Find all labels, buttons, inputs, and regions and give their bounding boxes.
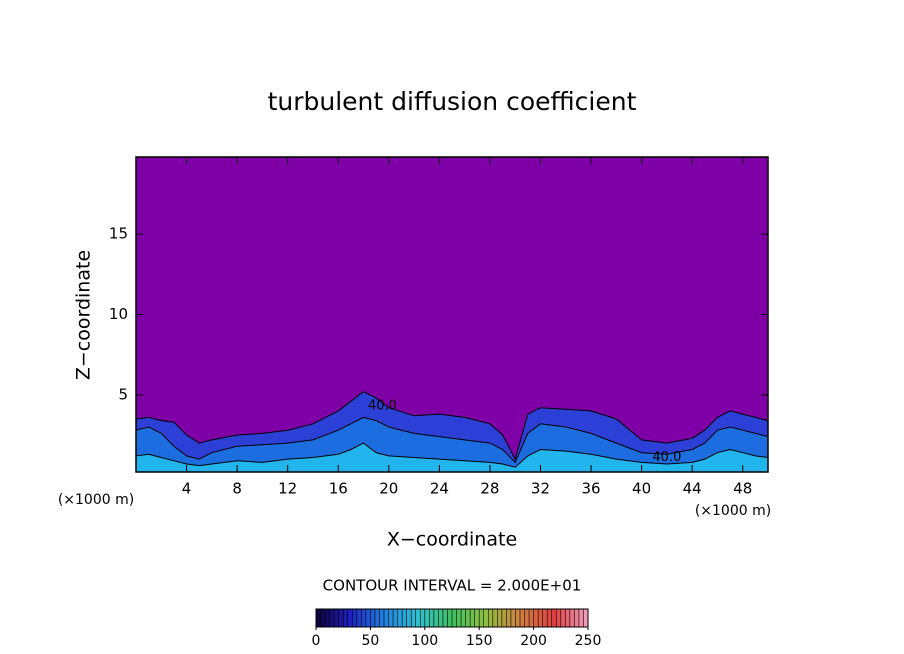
colorbar-swatch <box>365 609 371 627</box>
colorbar-swatch <box>497 609 503 627</box>
colorbar-swatch <box>420 609 426 627</box>
colorbar-swatch <box>415 609 421 627</box>
colorbar-swatch <box>578 609 584 627</box>
colorbar-swatch <box>393 609 398 627</box>
colorbar-swatch <box>325 609 330 627</box>
y-axis-label: Z−coordinate <box>73 250 95 380</box>
colorbar-swatch <box>379 609 385 627</box>
colorbar-swatch <box>560 609 566 627</box>
colorbar-swatch <box>452 609 457 627</box>
y-unit-label: (×1000 m) <box>58 492 134 508</box>
colorbar-swatch <box>479 609 485 627</box>
field-layer <box>135 442 769 473</box>
contour-label: 40.0 <box>652 450 681 465</box>
colorbar-swatch <box>492 609 498 627</box>
colorbar-swatch <box>347 609 353 627</box>
colorbar-swatch <box>542 609 548 627</box>
colorbar-swatch <box>520 609 525 627</box>
contour-label: 40.0 <box>368 399 397 414</box>
x-tick-label: 48 <box>733 480 752 498</box>
colorbar-swatch <box>433 609 439 627</box>
x-tick-label: 20 <box>379 480 398 498</box>
colorbar-tick-label: 250 <box>575 633 602 649</box>
colorbar-swatch <box>361 609 367 627</box>
colorbar-tick-label: 100 <box>411 633 438 649</box>
x-tick-label: 40 <box>632 480 651 498</box>
colorbar-swatch <box>334 609 339 627</box>
colorbar-swatch <box>583 609 589 627</box>
colorbar-tick-label: 50 <box>361 633 379 649</box>
colorbar-swatch <box>488 609 494 627</box>
colorbar-swatch <box>320 609 326 627</box>
colorbar-swatch <box>551 609 557 627</box>
colorbar-swatch <box>429 609 435 627</box>
colorbar-swatch <box>465 609 471 627</box>
colorbar-swatch <box>447 609 453 627</box>
colorbar-swatch <box>501 609 507 627</box>
x-unit-label: (×1000 m) <box>695 503 771 519</box>
colorbar-swatch <box>338 609 344 627</box>
colorbar-swatch <box>456 609 462 627</box>
colorbar-swatch <box>470 609 475 627</box>
colorbar-tick-label: 0 <box>312 633 321 649</box>
colorbar-swatch <box>438 609 444 627</box>
colorbar-swatch <box>424 609 430 627</box>
x-tick-label: 44 <box>683 480 702 498</box>
colorbar-swatch <box>547 609 553 627</box>
colorbar-swatch <box>538 609 543 627</box>
colorbar-swatch <box>515 609 521 627</box>
colorbar-swatch <box>352 609 358 627</box>
colorbar-swatch <box>574 609 580 627</box>
x-tick-label: 24 <box>430 480 449 498</box>
colorbar-swatch <box>411 609 417 627</box>
colorbar-swatch <box>569 609 575 627</box>
colorbar-swatch <box>529 609 534 627</box>
x-tick-label: 16 <box>329 480 348 498</box>
colorbar-swatch <box>397 609 403 627</box>
colorbar-tick-label: 200 <box>520 633 547 649</box>
colorbar-swatch <box>356 609 362 627</box>
chart-title: turbulent diffusion coefficient <box>268 87 637 116</box>
colorbar-swatch <box>442 609 448 627</box>
x-tick-label: 12 <box>278 480 297 498</box>
x-tick-label: 28 <box>480 480 499 498</box>
y-tick-label: 15 <box>109 225 128 243</box>
colorbar-swatch <box>510 609 516 627</box>
x-tick-label: 4 <box>182 480 192 498</box>
x-tick-label: 8 <box>232 480 242 498</box>
colorbar-swatch <box>556 609 562 627</box>
colorbar-swatch <box>461 609 466 627</box>
colorbar-swatch <box>506 609 512 627</box>
colorbar-tick-label: 150 <box>466 633 493 649</box>
colorbar-swatch <box>343 609 349 627</box>
colorbar-swatch <box>402 609 407 627</box>
colorbar-swatch <box>370 609 376 627</box>
colorbar-swatch <box>406 609 412 627</box>
colorbar-swatch <box>329 609 335 627</box>
colorbar-swatch <box>388 609 394 627</box>
colorbar-swatch <box>474 609 480 627</box>
x-tick-label: 32 <box>531 480 550 498</box>
colorbar-swatch <box>384 609 389 627</box>
colorbar-swatch <box>533 609 539 627</box>
contour-interval: CONTOUR INTERVAL = 2.000E+01 <box>323 577 582 595</box>
x-axis-label: X−coordinate <box>387 529 517 551</box>
colorbar-frame <box>315 608 589 628</box>
x-tick-label: 36 <box>581 480 600 498</box>
colorbar-swatch <box>565 609 571 627</box>
colorbar-swatch <box>483 609 489 627</box>
y-tick-label: 10 <box>109 305 128 323</box>
colorbar-swatch <box>316 609 321 627</box>
colorbar-swatch <box>374 609 380 627</box>
colorbar-swatch <box>524 609 530 627</box>
y-tick-label: 5 <box>118 385 128 403</box>
